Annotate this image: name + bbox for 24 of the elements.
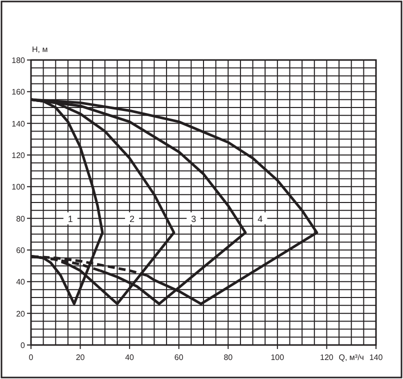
annotation: 1 — [68, 214, 73, 224]
x-tick-label: 100 — [270, 353, 285, 362]
x-tick-label: 140 — [369, 353, 384, 362]
x-tick-label: 120 — [320, 353, 334, 362]
y-tick-label: 80 — [16, 214, 26, 224]
x-tick-label: 60 — [174, 353, 184, 362]
y-tick-label: 40 — [16, 278, 26, 287]
y-tick-label: 20 — [16, 309, 26, 318]
annotation: 3 — [191, 214, 196, 224]
y-axis-title: H, м — [32, 45, 48, 54]
x-tick-label: 40 — [125, 353, 135, 362]
y-tick-label: 100 — [12, 182, 26, 192]
annotation: 4 — [258, 214, 263, 224]
x-tick-label: 80 — [224, 353, 234, 362]
y-tick-label: 180 — [12, 56, 26, 65]
y-tick-label: 140 — [12, 119, 26, 128]
annotation: 2 — [130, 214, 135, 224]
y-tick-label: 60 — [16, 246, 26, 255]
y-tick-label: 120 — [12, 151, 26, 160]
x-axis-title: Q, м³/ч — [338, 353, 364, 362]
x-tick-label: 0 — [28, 353, 34, 362]
x-tick-label: 20 — [76, 353, 86, 362]
y-tick-label: 160 — [12, 88, 26, 97]
y-tick-label: 0 — [20, 341, 26, 350]
